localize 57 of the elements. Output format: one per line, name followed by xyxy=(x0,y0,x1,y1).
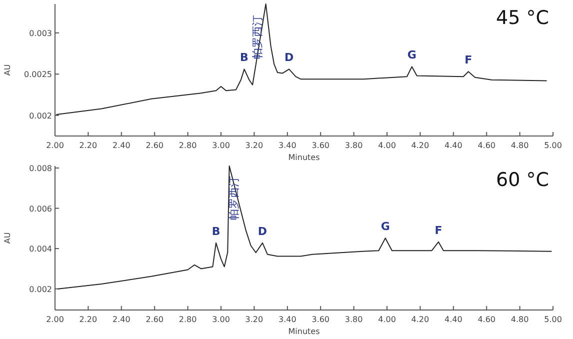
x-tick-label: 2.20 xyxy=(79,141,98,150)
annotation: G xyxy=(407,48,416,62)
x-tick-label: 2.80 xyxy=(178,141,197,150)
y-axis-title: AU xyxy=(3,64,12,76)
x-tick-label: 3.40 xyxy=(278,141,296,150)
x-tick-label: 2.00 xyxy=(46,141,64,150)
annotation: G xyxy=(380,220,390,234)
annotation: 帕罗西汀 xyxy=(228,176,241,220)
annotation: B xyxy=(212,224,220,238)
x-tick-label: 3.20 xyxy=(245,141,264,150)
x-tick-label: 4.80 xyxy=(510,141,529,150)
x-tick-label: 4.20 xyxy=(411,315,430,324)
x-tick-label: 4.00 xyxy=(378,141,396,150)
y-axis-title: AU xyxy=(3,232,12,244)
x-tick-label: 4.80 xyxy=(510,315,529,324)
x-tick-label: 3.80 xyxy=(344,141,363,150)
x-tick-label: 4.60 xyxy=(478,141,496,150)
x-tick-label: 4.20 xyxy=(411,141,430,150)
x-tick-label: 3.60 xyxy=(312,315,330,324)
annotation: F xyxy=(434,224,442,237)
x-tick-label: 4.40 xyxy=(444,315,462,324)
x-tick-label: 2.60 xyxy=(146,315,164,324)
x-tick-label: 3.80 xyxy=(344,315,363,324)
x-tick-label: 5.00 xyxy=(544,141,562,150)
x-tick-label: 2.40 xyxy=(112,141,130,150)
annotation: D xyxy=(258,224,268,238)
x-tick-label: 4.40 xyxy=(444,141,462,150)
y-tick-label: 0.008 xyxy=(29,164,52,174)
x-tick-label: 2.80 xyxy=(178,315,197,324)
x-tick-label: 3.40 xyxy=(278,315,296,324)
x-tick-label: 2.40 xyxy=(112,315,130,324)
annotation: 帕罗西汀 xyxy=(250,15,264,59)
chart-title: 60 °C xyxy=(496,169,549,191)
x-axis-title: Minutes xyxy=(288,153,320,162)
y-tick-label: 0.006 xyxy=(29,204,52,214)
x-tick-label: 4.60 xyxy=(478,315,496,324)
x-axis-title: Minutes xyxy=(288,327,320,336)
y-tick-label: 0.004 xyxy=(29,244,52,254)
annotation: B xyxy=(240,51,248,64)
x-tick-label: 3.60 xyxy=(312,141,330,150)
chart-title: 45 °C xyxy=(496,7,549,29)
annotation: D xyxy=(284,51,294,64)
x-tick-label: 5.00 xyxy=(544,315,562,324)
y-tick-label: 0.0025 xyxy=(24,70,52,80)
y-tick-label: 0.002 xyxy=(29,284,52,294)
x-tick-label: 2.00 xyxy=(46,315,64,324)
x-tick-label: 3.00 xyxy=(212,141,230,150)
x-tick-label: 2.60 xyxy=(146,141,164,150)
x-tick-label: 4.00 xyxy=(378,315,396,324)
y-tick-label: 0.003 xyxy=(29,28,52,38)
y-tick-label: 0.002 xyxy=(29,111,52,120)
line-series xyxy=(56,4,547,116)
line-series xyxy=(58,166,552,290)
x-tick-label: 3.00 xyxy=(212,315,230,324)
x-tick-label: 3.20 xyxy=(245,315,264,324)
annotation: F xyxy=(464,54,472,67)
x-tick-label: 2.20 xyxy=(79,315,98,324)
